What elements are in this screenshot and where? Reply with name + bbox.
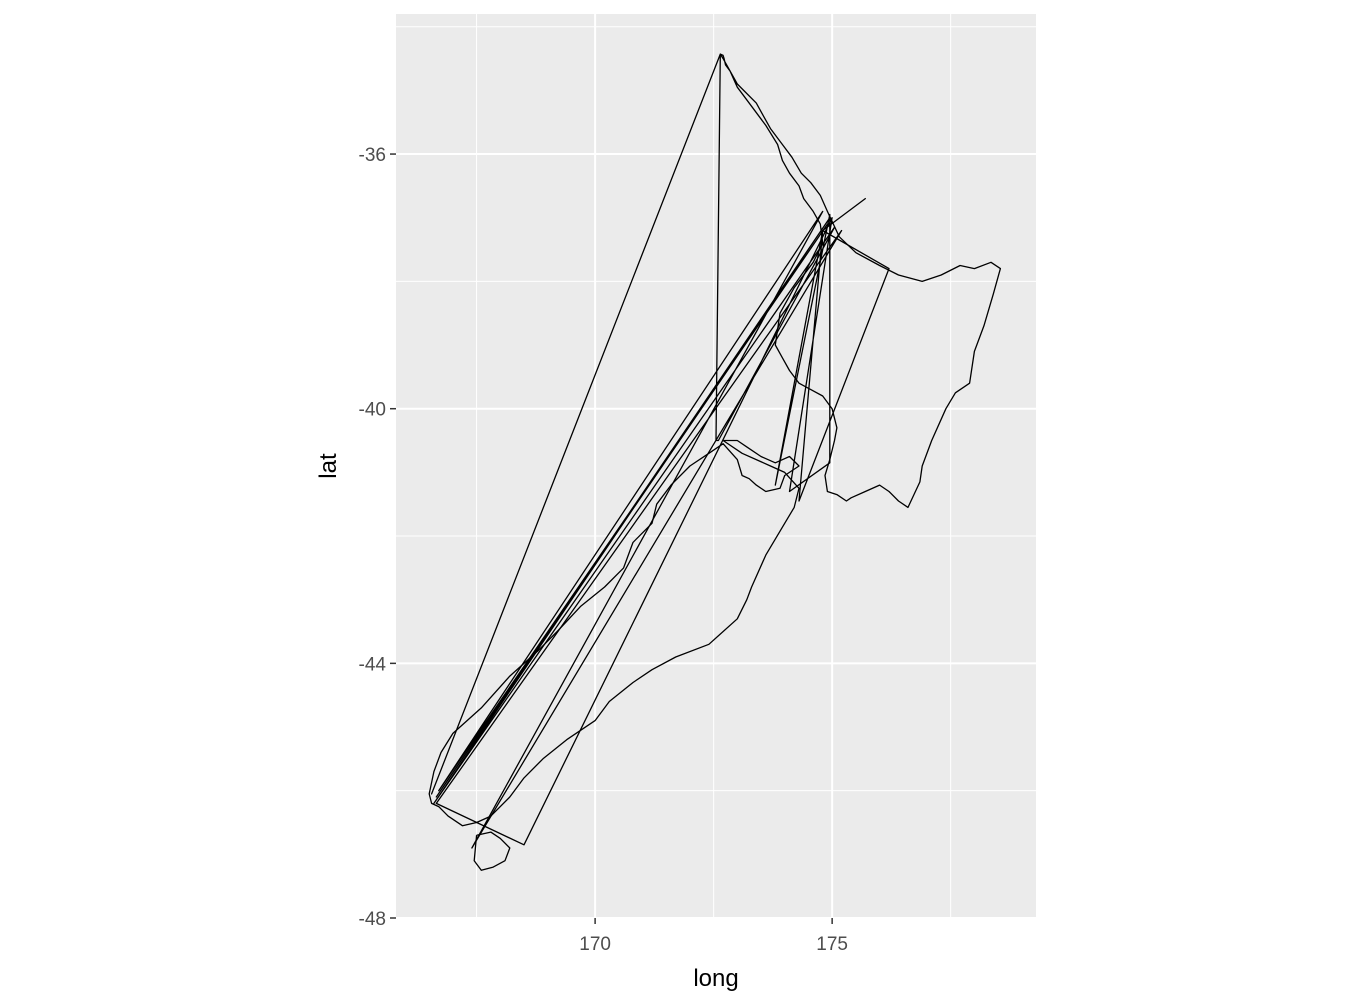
y-axis-tick-label: -40 (359, 400, 386, 421)
y-axis-title: lat (315, 453, 342, 479)
series-line-2 (428, 439, 800, 827)
x-axis-tick-label: 170 (579, 934, 611, 955)
series-layer (428, 53, 1002, 871)
y-axis-tick-label: -48 (359, 909, 386, 930)
series-line-1 (719, 53, 1002, 509)
axis-ticks (390, 153, 833, 924)
y-axis-tick-label: -36 (359, 145, 386, 166)
x-axis-tick-labels: 170 175 (579, 934, 848, 955)
major-gridlines (396, 14, 1036, 919)
series-line-3 (473, 831, 511, 871)
x-axis-tick-label: 175 (816, 934, 848, 955)
plot-panel (396, 14, 1036, 918)
x-axis-title: long (693, 965, 738, 992)
y-axis-tick-labels: -36 -40 -44 -48 (359, 145, 387, 930)
minor-gridlines (396, 14, 1036, 918)
series-line-4 (430, 53, 890, 849)
y-axis-tick-label: -44 (359, 654, 387, 675)
